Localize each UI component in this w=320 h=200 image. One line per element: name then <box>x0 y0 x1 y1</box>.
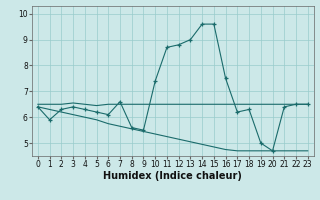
X-axis label: Humidex (Indice chaleur): Humidex (Indice chaleur) <box>103 171 242 181</box>
